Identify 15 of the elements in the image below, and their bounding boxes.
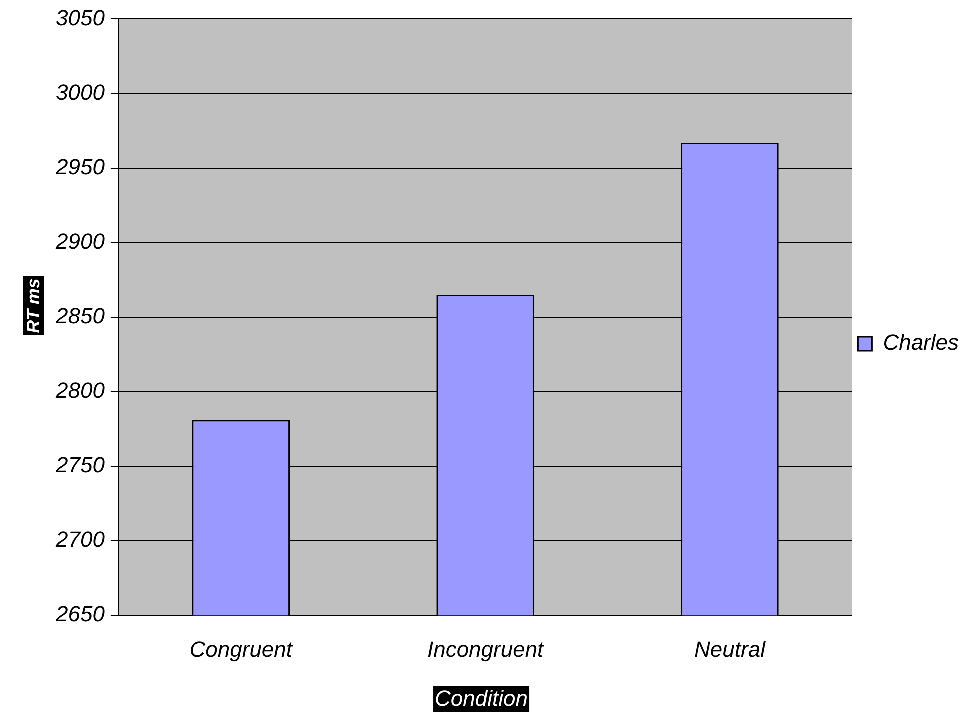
y-tick-label: 3050: [56, 5, 106, 30]
x-tick-label: Neutral: [694, 636, 767, 662]
y-tick-label: 2650: [54, 602, 106, 627]
y-tick-label: 2850: [54, 304, 106, 329]
x-axis-title: Condition: [433, 686, 530, 712]
y-tick-label: 2800: [54, 378, 106, 404]
y-tick-label: 2900: [54, 228, 106, 254]
y-tick-label: 2750: [54, 452, 106, 478]
x-tick-label: Congruent: [190, 636, 294, 662]
legend-label: Charles: [883, 330, 960, 356]
y-tick-label: 2950: [54, 154, 106, 180]
x-tick-label: Incongruent: [427, 636, 545, 662]
y-tick-label: 3000: [56, 80, 106, 105]
y-tick-label: 2700: [54, 527, 106, 552]
y-axis-title: RT ms: [24, 276, 44, 336]
